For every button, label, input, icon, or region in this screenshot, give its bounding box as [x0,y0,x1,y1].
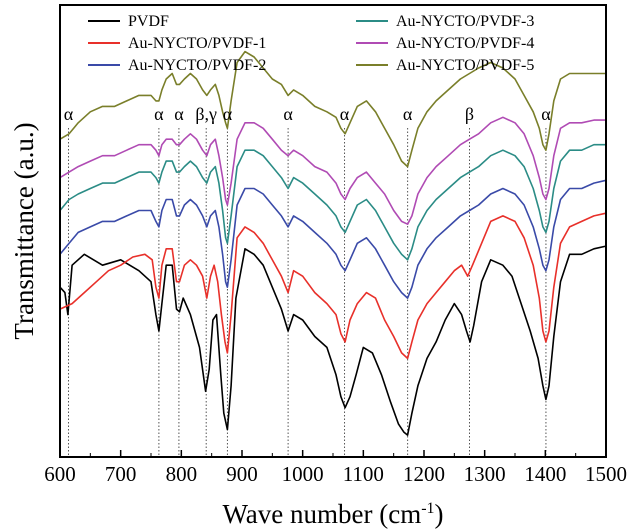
series-layer [59,50,607,436]
series-line [59,212,607,360]
phase-label: α [223,104,233,124]
x-tick-label: 1500 [585,462,627,486]
legend-label: PVDF [128,13,169,30]
phase-label: α [64,104,74,124]
x-tick-label: 1200 [403,462,445,486]
phase-label: α [541,104,551,124]
x-tick-label: 1300 [464,462,506,486]
reference-lines [67,128,547,457]
phase-label: α [403,104,413,124]
phase-label: α [174,104,184,124]
y-axis-title: Transmittance (a.u.) [9,122,39,339]
x-tick-label: 800 [166,462,198,486]
phase-labels: α α α β,γ α α α α β α [64,104,551,124]
legend-label: Au-NYCTO/PVDF-1 [128,35,266,52]
phase-label: α [283,104,293,124]
x-tick-label: 1000 [282,462,324,486]
series-line [59,50,606,168]
x-axis-title: Wave number (cm-1) [222,499,443,529]
phase-label: α [340,104,350,124]
x-tick-label: 1400 [524,462,566,486]
legend: PVDF Au-NYCTO/PVDF-1 Au-NYCTO/PVDF-2 Au-NYC… [88,13,534,74]
legend-label: Au-NYCTO/PVDF-5 [396,57,534,74]
x-tick-label: 1100 [343,462,384,486]
series-line [59,143,606,261]
legend-label: Au-NYCTO/PVDF-2 [128,57,266,74]
x-axis: 600 700 800 900 1000 1100 1200 1300 1400 1500 [44,450,627,486]
series-line [59,245,607,436]
series-line [59,116,606,225]
legend-label: Au-NYCTO/PVDF-3 [396,13,534,30]
legend-label: Au-NYCTO/PVDF-4 [396,35,534,52]
phase-label: β [465,104,474,124]
phase-label: β,γ [195,104,217,124]
x-tick-label: 900 [226,462,258,486]
phase-label: α [154,104,164,124]
x-tick-label: 700 [105,462,137,486]
x-tick-label: 600 [44,462,76,486]
series-line [59,179,607,299]
